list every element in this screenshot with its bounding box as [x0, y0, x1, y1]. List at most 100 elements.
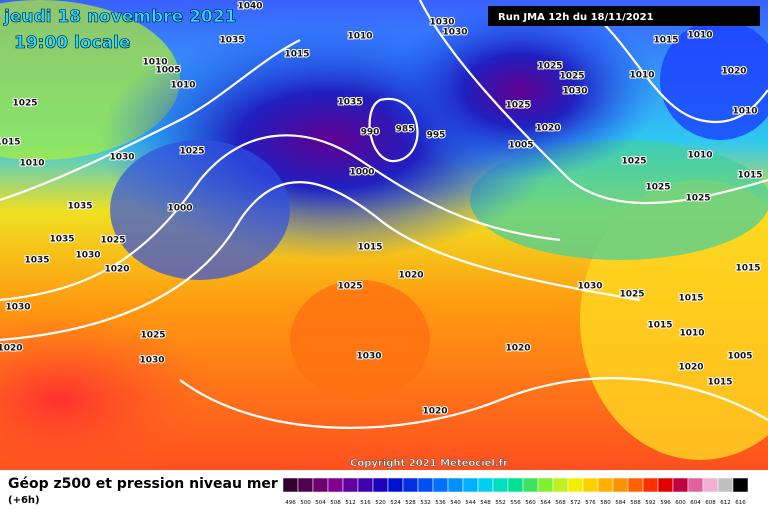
scale-swatch: [297, 477, 314, 493]
scale-label: 496: [285, 500, 296, 506]
scale-label: 588: [630, 500, 641, 506]
isobar-label: 1020: [721, 67, 746, 77]
scale-label: 556: [510, 500, 521, 506]
scale-swatch: [432, 477, 449, 493]
scale-swatch: [387, 477, 404, 493]
isobar-label: 1010: [732, 107, 757, 117]
scale-swatch: [597, 477, 614, 493]
scale-swatch: [522, 477, 539, 493]
scale-label: 604: [690, 500, 701, 506]
scale-label: 516: [360, 500, 371, 506]
scale-label: 540: [450, 500, 461, 506]
isobar-label: 1030: [577, 282, 602, 292]
scale-swatch: [402, 477, 419, 493]
map-background: [0, 0, 768, 490]
isobar-label: 1020: [398, 271, 423, 281]
scale-swatch: [567, 477, 584, 493]
isobar-label: 1040: [237, 2, 262, 12]
isobar-label: 1010: [170, 81, 195, 91]
isobar-label: 1015: [737, 171, 762, 181]
isobar-label: 1030: [139, 356, 164, 366]
scale-label: 568: [555, 500, 566, 506]
scale-swatch: [372, 477, 389, 493]
isobar-label: 1030: [442, 28, 467, 38]
scale-swatch: [492, 477, 509, 493]
scale-swatch: [282, 477, 299, 493]
isobar-label: 1015: [0, 138, 21, 148]
color-scale: 496 500 504 508 512 516 520 524 528 532 536 540 544 5…: [282, 477, 749, 506]
isobar: [599, 19, 768, 123]
scale-label: 592: [645, 500, 656, 506]
isobar: [0, 39, 301, 202]
scale-label: 536: [435, 500, 446, 506]
isobar-label: 1005: [155, 66, 180, 76]
isobar: [368, 97, 419, 163]
scale-swatch: [477, 477, 494, 493]
date-label: jeudi 18 novembre 2021: [3, 7, 236, 27]
scale-label: 532: [420, 500, 431, 506]
isobar-label: 1030: [5, 303, 30, 313]
isobar-label: 1035: [337, 98, 362, 108]
scale-swatch: [417, 477, 434, 493]
isobar-label: 1015: [707, 378, 732, 388]
isobar-label: 1010: [679, 329, 704, 339]
scale-swatch: [342, 477, 359, 493]
isobar-label: 1035: [67, 202, 92, 212]
scale-label: 552: [495, 500, 506, 506]
isobar-label: 1025: [685, 194, 710, 204]
scale-swatch: [687, 477, 704, 493]
isobar-label: 1020: [104, 265, 129, 275]
isobar-label: 1010: [687, 151, 712, 161]
isobar-label: 1015: [678, 294, 703, 304]
isobar-label: 1030: [109, 153, 134, 163]
scale-label: 608: [705, 500, 716, 506]
scale-label: 528: [405, 500, 416, 506]
isobar: [179, 377, 768, 429]
scale-swatch: [582, 477, 599, 493]
scale-swatch: [462, 477, 479, 493]
scale-swatch: [357, 477, 374, 493]
isobar-label: 1005: [727, 352, 752, 362]
scale-swatch: [717, 477, 734, 493]
isobar-label: 1025: [537, 62, 562, 72]
scale-swatch: [672, 477, 689, 493]
isobar-label: 1025: [645, 183, 670, 193]
scale-swatch: [537, 477, 554, 493]
scale-swatch: [732, 477, 749, 493]
scale-label: 548: [480, 500, 491, 506]
isobar-label: 1015: [647, 321, 672, 331]
scale-swatch: [507, 477, 524, 493]
isobar-label: 1020: [535, 124, 560, 134]
isobar-label: 1030: [356, 352, 381, 362]
scale-swatch: [627, 477, 644, 493]
scale-swatch: [447, 477, 464, 493]
scale-swatch: [642, 477, 659, 493]
run-box: [488, 6, 760, 26]
scale-label: 512: [345, 500, 356, 506]
isobar-label: 1015: [357, 243, 382, 253]
isobar-label: 1030: [562, 87, 587, 97]
scale-label: 584: [615, 500, 626, 506]
scale-swatch: [327, 477, 344, 493]
scale-swatch: [702, 477, 719, 493]
isobar-label: 1000: [349, 168, 374, 178]
scale-swatch: [552, 477, 569, 493]
legend-title: Géop z500 et pression niveau mer: [8, 476, 278, 492]
isobar-label: 990: [361, 128, 380, 138]
scale-label: 572: [570, 500, 581, 506]
isobar-label: 1025: [505, 101, 530, 111]
isobar-label: 1015: [735, 264, 760, 274]
isobar-label: 985: [396, 125, 415, 135]
isobar-label: 1025: [337, 282, 362, 292]
isobar-label: 995: [427, 131, 446, 141]
isobar-label: 1020: [678, 363, 703, 373]
isobar-label: 1020: [0, 344, 23, 354]
isobar-label: 1035: [49, 235, 74, 245]
scale-label: 596: [660, 500, 671, 506]
scale-swatch: [657, 477, 674, 493]
scale-label: 504: [315, 500, 326, 506]
isobar-label: 1025: [12, 99, 37, 109]
isobar-label: 1025: [179, 147, 204, 157]
